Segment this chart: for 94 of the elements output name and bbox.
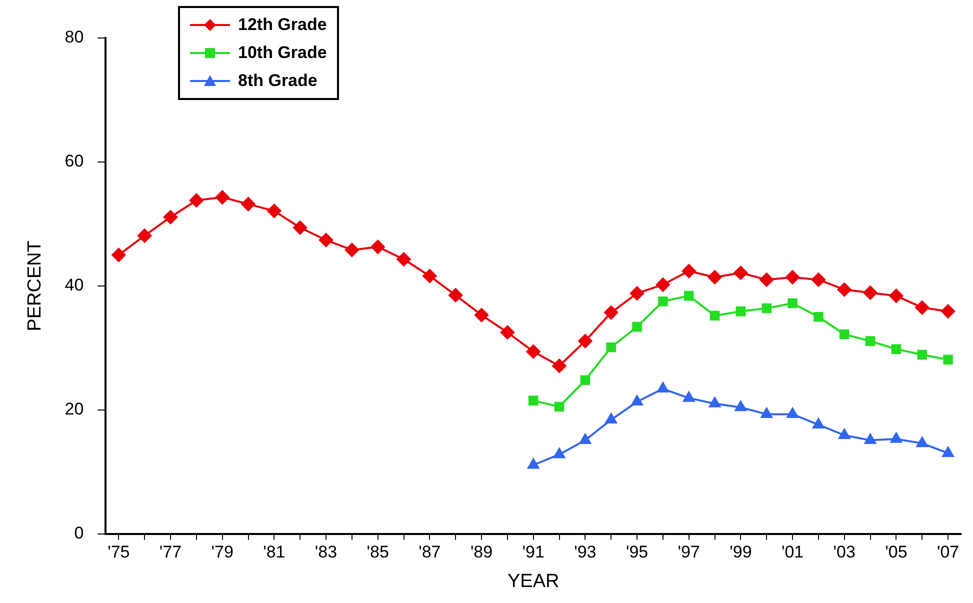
- y-tick-label: 40: [64, 276, 84, 295]
- y-tick-label: 20: [64, 400, 84, 419]
- point: [474, 308, 489, 322]
- x-tick-label: '75: [108, 542, 130, 562]
- x-tick-label: '77: [159, 542, 182, 562]
- point: [658, 296, 668, 306]
- point: [890, 432, 902, 443]
- y-tick-label: 60: [64, 152, 84, 171]
- point: [762, 303, 772, 314]
- point: [839, 329, 850, 340]
- point: [578, 334, 592, 348]
- point: [656, 278, 670, 292]
- x-axis-title: YEAR: [507, 570, 560, 592]
- point: [526, 344, 540, 359]
- point: [554, 448, 566, 458]
- point: [552, 358, 566, 373]
- x-tick-label: '05: [885, 542, 908, 562]
- x-tick-label: '95: [626, 542, 648, 562]
- point: [683, 392, 695, 402]
- point: [579, 434, 591, 444]
- point: [736, 306, 746, 316]
- point: [788, 298, 798, 308]
- point: [632, 322, 642, 332]
- x-tick-label: '81: [263, 542, 286, 562]
- point: [682, 264, 696, 278]
- point: [916, 436, 928, 448]
- point: [863, 286, 878, 300]
- point: [241, 197, 256, 212]
- point: [630, 286, 644, 300]
- point: [917, 350, 928, 360]
- point: [528, 396, 538, 406]
- y-tick-label: 0: [74, 523, 84, 542]
- point: [709, 397, 721, 408]
- point: [164, 210, 178, 224]
- point: [319, 233, 334, 248]
- x-tick-label: '01: [781, 542, 804, 562]
- point: [941, 304, 956, 318]
- point: [500, 325, 514, 340]
- point: [942, 446, 954, 457]
- point: [448, 288, 463, 302]
- point: [138, 228, 152, 243]
- point: [786, 270, 800, 284]
- x-tick-label: '03: [833, 542, 856, 562]
- legend-label: 8th Grade: [238, 71, 318, 91]
- x-tick-label: '89: [470, 542, 493, 562]
- point: [267, 204, 282, 218]
- point: [606, 342, 616, 352]
- point: [864, 434, 876, 444]
- point: [631, 395, 643, 406]
- point: [734, 400, 746, 412]
- point: [708, 270, 722, 284]
- point: [657, 382, 669, 393]
- point: [838, 428, 850, 440]
- x-tick-label: '91: [522, 542, 544, 562]
- x-tick-label: '99: [730, 542, 752, 562]
- x-tick-label: '87: [418, 542, 441, 562]
- x-tick-label: '93: [574, 542, 596, 562]
- point: [580, 375, 590, 385]
- x-tick-label: '79: [211, 542, 234, 562]
- point: [734, 266, 748, 280]
- legend-label: 12th Grade: [238, 15, 327, 35]
- point: [865, 336, 876, 346]
- point: [684, 290, 694, 301]
- point: [760, 272, 774, 287]
- point: [215, 190, 230, 204]
- point: [112, 248, 126, 262]
- point: [891, 344, 902, 354]
- point: [915, 300, 930, 315]
- x-tick-label: '07: [936, 542, 960, 562]
- point: [760, 408, 772, 418]
- point: [554, 402, 564, 412]
- point: [811, 272, 826, 287]
- point: [605, 413, 617, 424]
- point: [344, 242, 359, 257]
- point: [293, 220, 308, 235]
- y-tick-label: 80: [64, 28, 84, 47]
- point: [604, 306, 618, 320]
- point: [812, 418, 824, 428]
- point: [422, 268, 437, 283]
- y-axis-title: PERCENT: [24, 240, 46, 332]
- point: [786, 408, 798, 418]
- point: [396, 252, 411, 266]
- point: [814, 312, 824, 322]
- point: [889, 288, 904, 303]
- legend-label: 10th Grade: [238, 43, 327, 63]
- x-tick-label: '83: [314, 542, 338, 562]
- point: [710, 310, 720, 321]
- point: [528, 458, 540, 469]
- point: [943, 354, 953, 365]
- point: [837, 282, 852, 297]
- point: [189, 193, 204, 208]
- x-tick-label: '97: [678, 542, 700, 562]
- x-tick-label: '85: [366, 542, 389, 562]
- point: [370, 240, 385, 254]
